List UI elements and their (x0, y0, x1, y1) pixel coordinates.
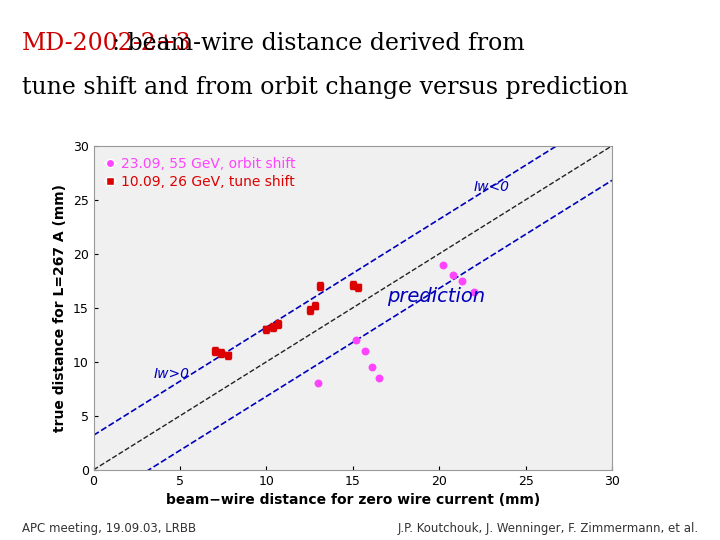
Point (456, 276, 467, 285)
Point (359, 347, 371, 355)
Text: tune shift and from orbit change versus prediction: tune shift and from orbit change versus … (22, 76, 628, 99)
Point (366, 363, 377, 372)
Y-axis label: true distance for L=267 A (mm): true distance for L=267 A (mm) (53, 184, 67, 432)
Text: Iw<0: Iw<0 (474, 180, 510, 194)
Text: : beam-wire distance derived from: : beam-wire distance derived from (22, 32, 524, 56)
X-axis label: beam−wire distance for zero wire current (mm): beam−wire distance for zero wire current… (166, 493, 540, 507)
Text: J.P. Koutchouk, J. Wenninger, F. Zimmermann, et al.: J.P. Koutchouk, J. Wenninger, F. Zimmerm… (397, 522, 698, 535)
Point (351, 336, 362, 345)
Point (437, 260, 449, 269)
Point (468, 287, 480, 296)
Point (312, 379, 324, 388)
Text: prediction: prediction (387, 287, 485, 306)
Legend: 23.09, 55 GeV, orbit shift, 10.09, 26 GeV, tune shift: 23.09, 55 GeV, orbit shift, 10.09, 26 Ge… (101, 153, 300, 193)
Text: MD-2002-2+3: MD-2002-2+3 (22, 32, 192, 56)
Text: Iw>0: Iw>0 (154, 367, 190, 381)
Point (373, 374, 384, 382)
Text: APC meeting, 19.09.03, LRBB: APC meeting, 19.09.03, LRBB (22, 522, 196, 535)
Point (447, 271, 459, 280)
